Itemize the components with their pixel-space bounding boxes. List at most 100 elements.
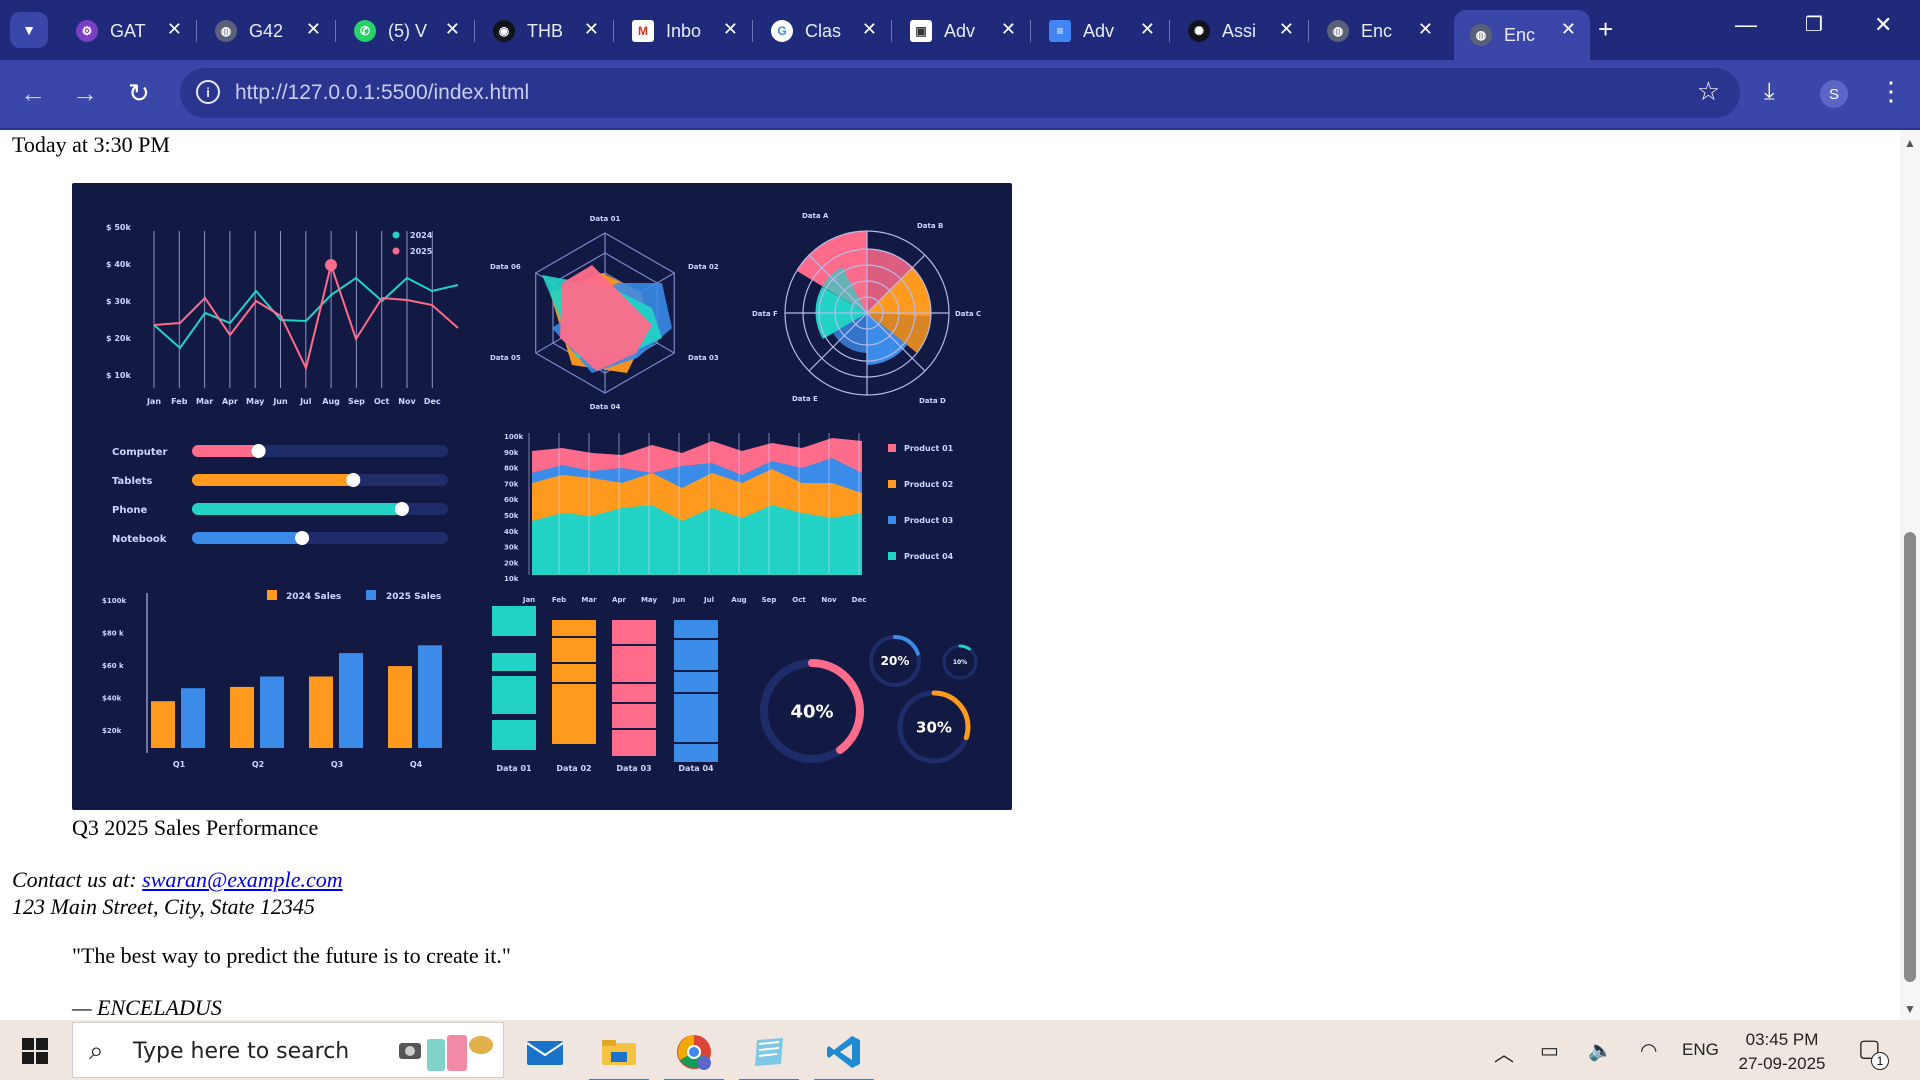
radar-label: Data 01 xyxy=(590,215,621,223)
web-page: Today at 3:30 PM $ 50k $ 40k $ 30k $ 20k $ 1… xyxy=(0,130,1900,1020)
notepad-app-icon[interactable] xyxy=(736,1026,802,1080)
polar-label: Data B xyxy=(917,222,943,230)
back-arrow-icon[interactable]: ← xyxy=(20,78,46,108)
file-explorer-icon[interactable] xyxy=(586,1026,652,1080)
close-icon[interactable]: ✕ xyxy=(444,19,460,39)
browser-tab[interactable]: ✺ Assi ✕ xyxy=(1172,10,1309,52)
line-y-tick: $ 30k xyxy=(106,297,131,306)
polar-label: Data C xyxy=(955,310,981,318)
line-y-tick: $ 50k xyxy=(106,223,131,232)
polar-label: Data A xyxy=(802,212,829,220)
vscode-app-icon[interactable] xyxy=(811,1026,877,1080)
area-x-tick: Jan xyxy=(522,596,535,604)
close-icon[interactable]: ✕ xyxy=(166,19,182,39)
browser-tab[interactable]: ◉ THB ✕ xyxy=(477,10,614,52)
url-text[interactable]: http://127.0.0.1:5500/index.html xyxy=(235,81,530,104)
globe-icon: ◍ xyxy=(1327,20,1349,42)
taskbar-clock[interactable]: 03:45 PM 27-09-2025 xyxy=(1732,1028,1832,1076)
bar-2025 xyxy=(339,653,363,748)
browser-tab[interactable]: ▣ Adv ✕ xyxy=(894,10,1031,52)
browser-tab[interactable]: M Inbo ✕ xyxy=(616,10,753,52)
bar-2025 xyxy=(260,676,284,748)
bar-x-tick: Q3 xyxy=(331,760,343,769)
restore-icon[interactable]: ❐ xyxy=(1805,14,1823,36)
profile-avatar[interactable]: S xyxy=(1820,80,1848,108)
info-icon[interactable]: i xyxy=(196,80,220,104)
progress-label: Tablets xyxy=(112,476,152,487)
close-icon[interactable]: ✕ xyxy=(1278,19,1294,39)
line-x-tick: Mar xyxy=(196,397,213,406)
line-2024-series xyxy=(153,276,459,350)
minimize-icon[interactable]: — xyxy=(1735,12,1757,37)
scrollbar-thumb[interactable] xyxy=(1904,532,1916,982)
email-link[interactable]: swaran@example.com xyxy=(142,867,343,892)
close-icon[interactable]: ✕ xyxy=(1139,19,1155,39)
stack-block xyxy=(674,640,718,670)
line-x-tick: Dec xyxy=(424,397,441,406)
line-x-tick: Apr xyxy=(222,397,238,406)
area-legend-swatch xyxy=(888,516,896,524)
browser-tab[interactable]: ⚙ GAT ✕ xyxy=(60,10,197,52)
close-icon[interactable]: ✕ xyxy=(861,19,877,39)
volume-icon[interactable]: 🔈 xyxy=(1588,1040,1613,1062)
new-tab-button[interactable]: + xyxy=(1598,14,1614,44)
area-legend-label: Product 04 xyxy=(904,552,954,561)
language-indicator[interactable]: ENG xyxy=(1682,1040,1719,1059)
browser-toolbar: ← → ↻ i http://127.0.0.1:5500/index.html… xyxy=(0,60,1920,130)
stack-block xyxy=(612,730,656,756)
stack-label: Data 01 xyxy=(496,764,532,773)
browser-tab-active[interactable]: ◍ Enc ✕ xyxy=(1454,10,1590,60)
browser-tab[interactable]: ✆ (5) V ✕ xyxy=(338,10,475,52)
wifi-icon[interactable]: ◠ xyxy=(1640,1040,1658,1062)
chrome-app-icon[interactable] xyxy=(661,1026,727,1080)
progress-fill xyxy=(192,474,354,486)
menu-kebab-icon[interactable]: ⋮ xyxy=(1878,76,1904,106)
scroll-up-arrow-icon[interactable]: ▲ xyxy=(1904,136,1916,150)
chevron-up-icon[interactable]: ︿ xyxy=(1494,1044,1514,1066)
vertical-scrollbar[interactable]: ▲ ▼ xyxy=(1900,130,1920,1020)
openai-icon: ✺ xyxy=(1188,20,1210,42)
browser-tab[interactable]: ◍ G42 ✕ xyxy=(199,10,336,52)
area-y-tick: 20k xyxy=(504,559,519,567)
close-icon[interactable]: ✕ xyxy=(1560,19,1576,39)
scroll-down-arrow-icon[interactable]: ▼ xyxy=(1904,1002,1916,1016)
close-icon[interactable]: ✕ xyxy=(305,19,321,39)
gmail-icon: M xyxy=(632,20,654,42)
battery-icon[interactable]: ▭ xyxy=(1540,1040,1559,1062)
area-legend-label: Product 02 xyxy=(904,480,953,489)
address-bar[interactable]: i http://127.0.0.1:5500/index.html ☆ xyxy=(180,68,1740,118)
tab-search-menu-button[interactable]: ▼ xyxy=(10,12,48,48)
line-x-tick: Sep xyxy=(348,397,365,406)
stack-block xyxy=(492,653,536,671)
area-y-tick: 70k xyxy=(504,480,519,488)
stack-block xyxy=(674,694,718,742)
browser-tab[interactable]: ≡ Adv ✕ xyxy=(1033,10,1170,52)
forward-arrow-icon[interactable]: → xyxy=(72,78,98,108)
close-window-icon[interactable]: ✕ xyxy=(1874,12,1893,37)
legend-2025-sales: 2025 Sales xyxy=(386,592,441,602)
whatsapp-icon: ✆ xyxy=(354,20,376,42)
legend-2024: 2024 xyxy=(410,231,433,240)
area-legend-label: Product 03 xyxy=(904,516,953,525)
reload-icon[interactable]: ↻ xyxy=(128,78,150,108)
figure-caption: Q3 2025 Sales Performance xyxy=(72,815,319,840)
mail-app-icon[interactable] xyxy=(512,1026,578,1078)
browser-tab[interactable]: ◍ Enc ✕ xyxy=(1311,10,1447,52)
legend-2025: 2025 xyxy=(410,247,433,256)
close-icon[interactable]: ✕ xyxy=(1417,19,1433,39)
area-x-tick: Dec xyxy=(852,596,867,604)
quote-attribution: — ENCELADUS xyxy=(72,995,222,1020)
progress-knob xyxy=(394,502,409,516)
gear-icon: ⚙ xyxy=(76,20,98,42)
windows-start-icon[interactable] xyxy=(22,1038,48,1064)
close-icon[interactable]: ✕ xyxy=(722,19,738,39)
browser-tab[interactable]: G Clas ✕ xyxy=(755,10,892,52)
taskbar-search-box[interactable]: ⌕ Type here to search xyxy=(72,1022,504,1078)
close-icon[interactable]: ✕ xyxy=(583,19,599,39)
close-icon[interactable]: ✕ xyxy=(1000,19,1016,39)
stack-block xyxy=(492,720,536,750)
bar-y-tick: $40k xyxy=(102,695,122,703)
stack-block xyxy=(612,620,656,644)
bookmark-star-icon[interactable]: ☆ xyxy=(1696,76,1720,106)
download-icon[interactable]: ⤓ xyxy=(1764,78,1775,105)
